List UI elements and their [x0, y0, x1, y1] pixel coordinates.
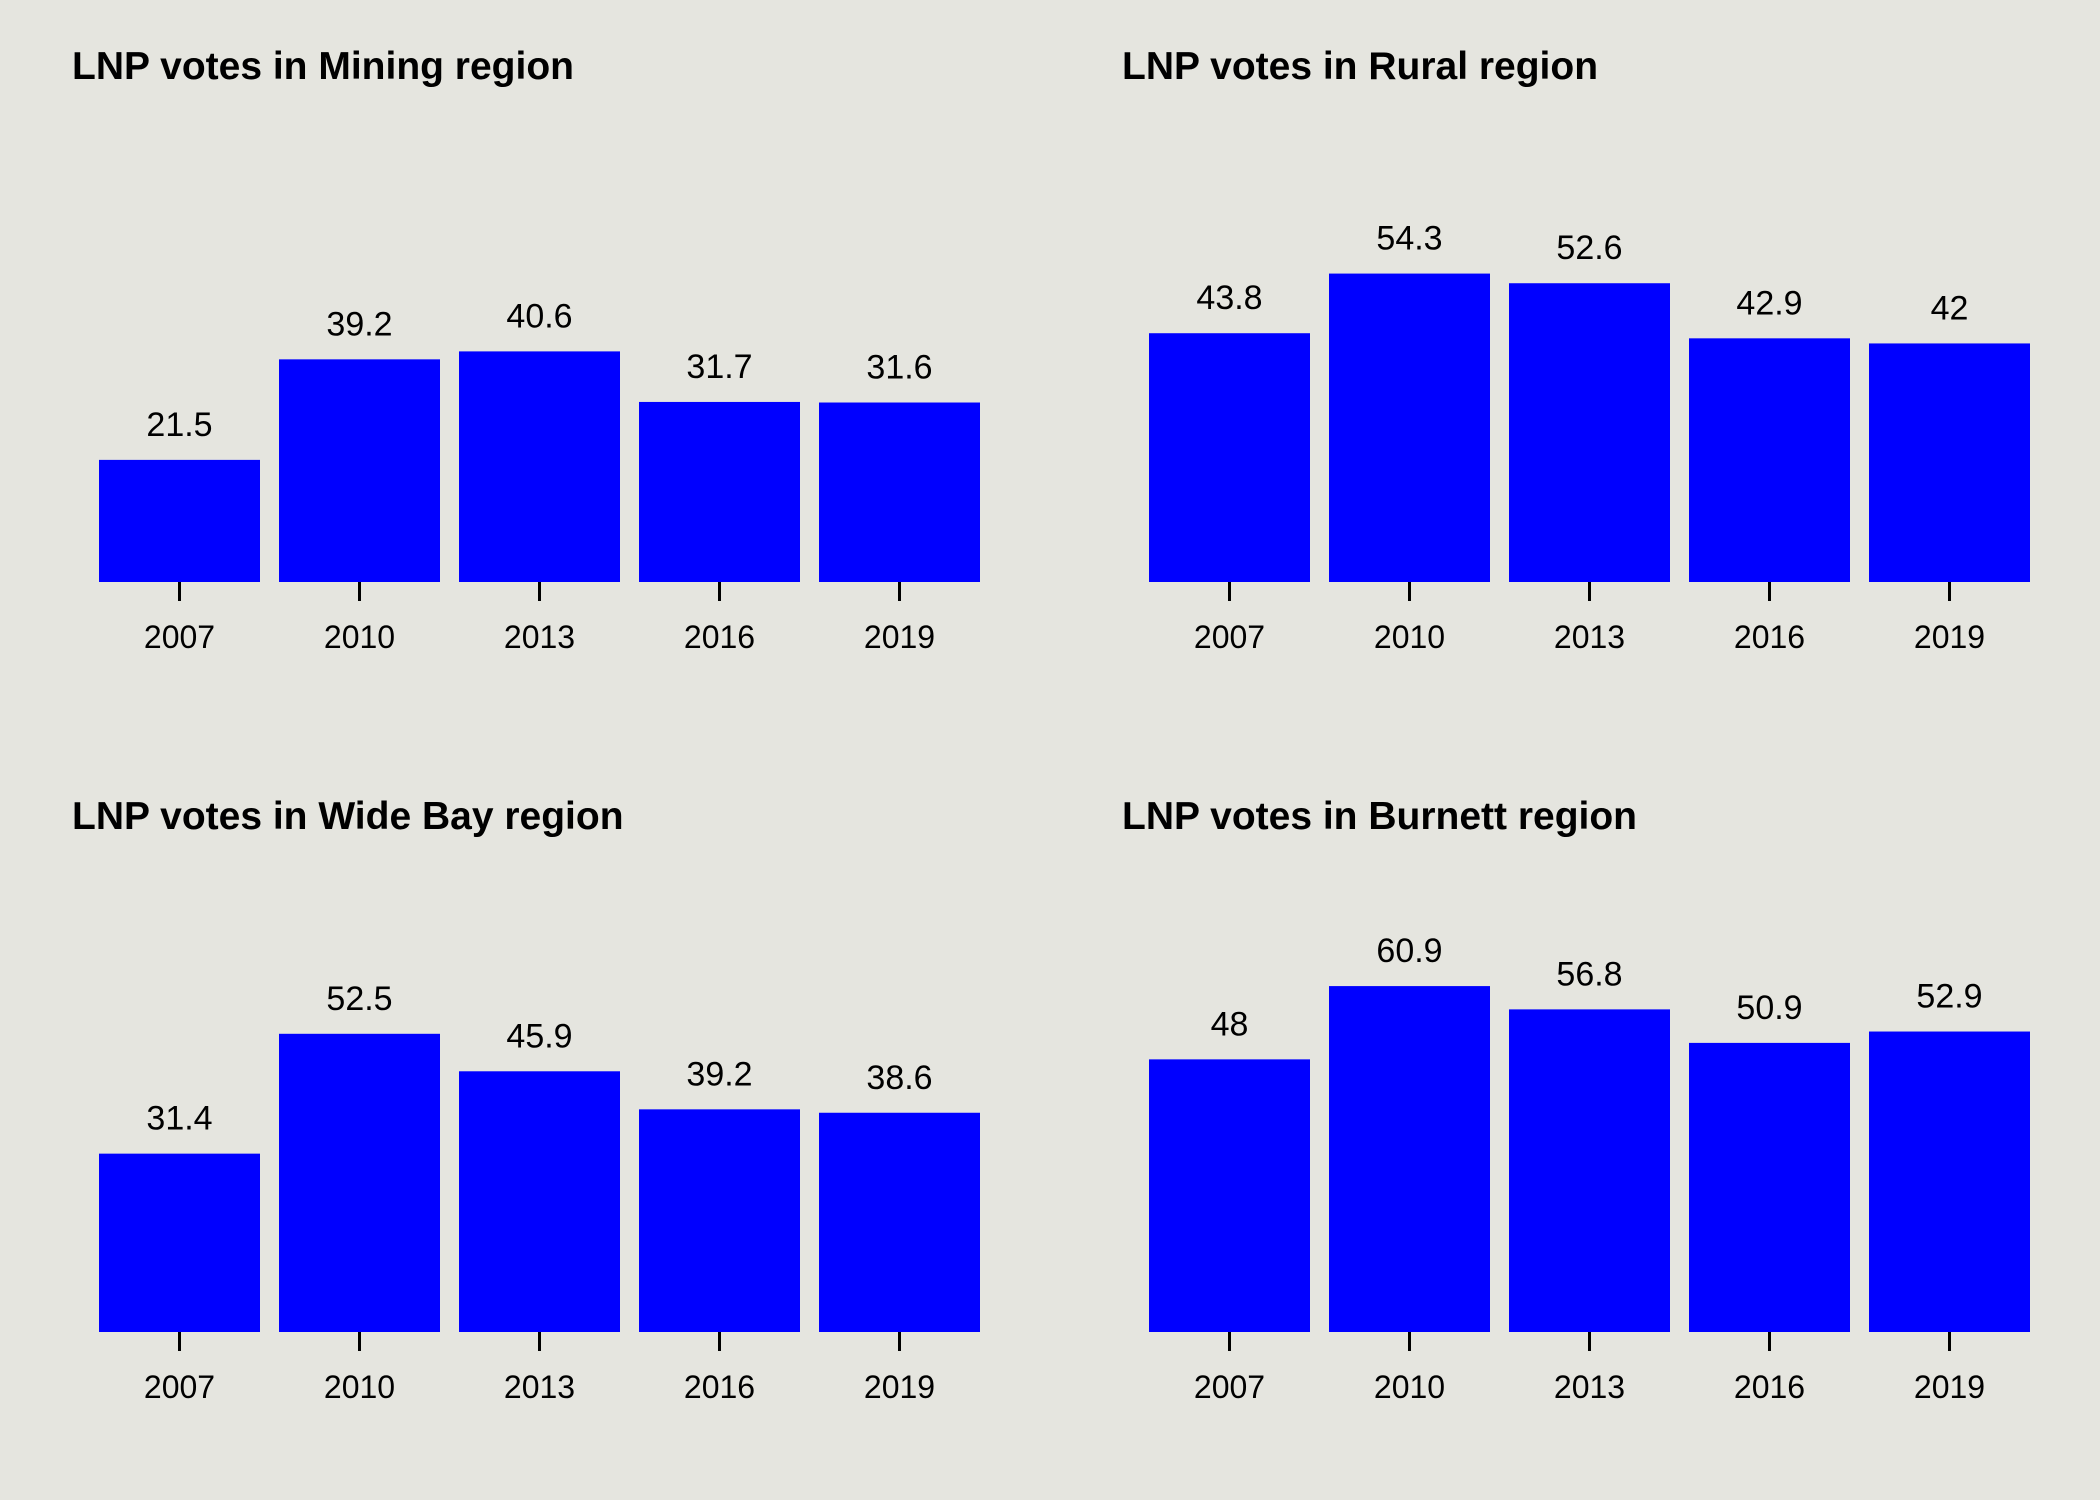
x-tick-label-wide-bay-2016: 2016	[684, 1369, 755, 1405]
bar-burnett-2016	[1689, 1042, 1850, 1332]
bar-burnett-2007	[1149, 1059, 1310, 1332]
bars-burnett: 48 2007 60.9 2010 56.8 2013 50.9 2016 52.9 2019	[1149, 932, 2030, 1405]
bars-wide-bay: 31.4 2007 52.5 2010 45.9 2013 39.2 2016 38.6 2019	[99, 980, 980, 1405]
bar-rural-2010	[1329, 273, 1490, 582]
bar-value-label-rural-2010: 54.3	[1376, 220, 1442, 258]
bar-burnett-2013	[1509, 1009, 1670, 1332]
bars-rural: 43.8 2007 54.3 2010 52.6 2013 42.9 2016 42 2019	[1149, 220, 2030, 655]
x-tick-label-rural-2007: 2007	[1194, 619, 1265, 655]
bar-mining-2007	[99, 459, 260, 582]
bar-value-label-rural-2007: 43.8	[1196, 279, 1262, 317]
bar-value-label-wide-bay-2010: 52.5	[326, 980, 392, 1018]
panel-title-mining: LNP votes in Mining region	[72, 45, 574, 88]
bar-rural-2007	[1149, 333, 1310, 582]
bar-burnett-2019	[1869, 1031, 2030, 1332]
x-tick-label-rural-2010: 2010	[1374, 619, 1445, 655]
bar-value-label-rural-2013: 52.6	[1556, 229, 1622, 267]
panel-title-burnett: LNP votes in Burnett region	[1122, 795, 1637, 838]
bar-value-label-wide-bay-2019: 38.6	[866, 1059, 932, 1097]
bar-value-label-mining-2010: 39.2	[326, 305, 392, 343]
x-tick-label-burnett-2016: 2016	[1734, 1369, 1805, 1405]
bar-value-label-wide-bay-2016: 39.2	[686, 1055, 752, 1093]
x-tick-label-mining-2010: 2010	[324, 619, 395, 655]
x-tick-label-mining-2019: 2019	[864, 619, 935, 655]
x-tick-label-wide-bay-2019: 2019	[864, 1369, 935, 1405]
x-tick-label-mining-2016: 2016	[684, 619, 755, 655]
panel-wide-bay: LNP votes in Wide Bay region 31.4 2007 52.…	[72, 795, 980, 1405]
bar-mining-2013	[459, 351, 620, 582]
panel-title-wide-bay: LNP votes in Wide Bay region	[72, 795, 624, 838]
bar-rural-2013	[1509, 283, 1670, 582]
x-tick-label-burnett-2019: 2019	[1914, 1369, 1985, 1405]
bar-value-label-burnett-2010: 60.9	[1376, 932, 1442, 970]
bar-wide-bay-2013	[459, 1071, 620, 1332]
bar-rural-2019	[1869, 343, 2030, 582]
panel-rural: LNP votes in Rural region 43.8 2007 54.3 20…	[1122, 45, 2030, 655]
x-tick-label-burnett-2007: 2007	[1194, 1369, 1265, 1405]
bar-value-label-wide-bay-2013: 45.9	[506, 1017, 572, 1055]
bar-value-label-mining-2019: 31.6	[866, 349, 932, 387]
panel-mining: LNP votes in Mining region 21.5200739.22…	[72, 45, 980, 655]
panel-title-rural: LNP votes in Rural region	[1122, 45, 1598, 88]
bar-value-label-burnett-2007: 48	[1211, 1005, 1249, 1043]
bar-wide-bay-2010	[279, 1033, 440, 1332]
x-tick-label-wide-bay-2010: 2010	[324, 1369, 395, 1405]
x-tick-label-burnett-2013: 2013	[1554, 1369, 1625, 1405]
bar-value-label-rural-2016: 42.9	[1736, 284, 1802, 322]
bar-value-label-mining-2013: 40.6	[506, 297, 572, 335]
x-tick-label-rural-2019: 2019	[1914, 619, 1985, 655]
bars-mining: 21.5 2007 39.2 2010 40.6 2013 31.7 2016 31.6 2019	[99, 297, 980, 655]
bar-wide-bay-2019	[819, 1112, 980, 1332]
x-tick-label-rural-2016: 2016	[1734, 619, 1805, 655]
x-tick-label-mining-2013: 2013	[504, 619, 575, 655]
x-tick-label-wide-bay-2007: 2007	[144, 1369, 215, 1405]
x-tick-label-burnett-2010: 2010	[1374, 1369, 1445, 1405]
bar-value-label-wide-bay-2007: 31.4	[146, 1100, 212, 1138]
x-tick-label-mining-2007: 2007	[144, 619, 215, 655]
bar-wide-bay-2007	[99, 1153, 260, 1332]
bar-value-label-burnett-2013: 56.8	[1556, 955, 1622, 993]
bar-mining-2016	[639, 401, 800, 582]
bar-value-label-burnett-2016: 50.9	[1736, 989, 1802, 1027]
bar-value-label-burnett-2019: 52.9	[1916, 978, 1982, 1016]
bar-value-label-mining-2016: 31.7	[686, 348, 752, 386]
bar-burnett-2010	[1329, 986, 1490, 1332]
bar-rural-2016	[1689, 338, 1850, 582]
bar-mining-2010	[279, 359, 440, 582]
x-tick-label-rural-2013: 2013	[1554, 619, 1625, 655]
bar-value-label-mining-2007: 21.5	[146, 406, 212, 444]
panel-burnett: LNP votes in Burnett region 48 2007 60.9 20…	[1122, 795, 2030, 1405]
bar-value-label-rural-2019: 42	[1931, 289, 1969, 327]
x-tick-label-wide-bay-2013: 2013	[504, 1369, 575, 1405]
bar-mining-2019	[819, 402, 980, 582]
bar-wide-bay-2016	[639, 1109, 800, 1332]
